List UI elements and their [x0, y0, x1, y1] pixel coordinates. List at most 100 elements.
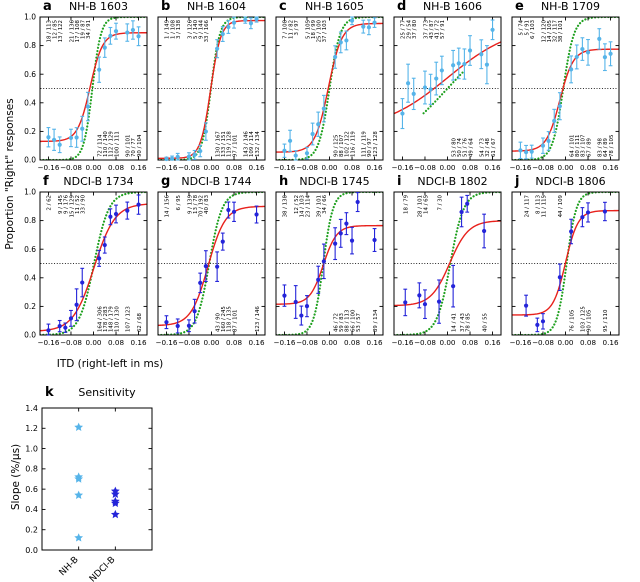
- data-point-group: 37 / 103: [321, 20, 328, 123]
- count-label: 5 / 140: [193, 19, 199, 39]
- x-tick-label: −0.16: [155, 163, 177, 172]
- data-point: [46, 135, 51, 140]
- count-label: 133 / 151: [221, 131, 227, 157]
- data-point-group: 102 / 122: [344, 30, 351, 157]
- count-label: 18 / 79: [404, 194, 410, 214]
- data-point-group: 14 / 41: [451, 264, 457, 332]
- count-label: 11 / 82: [288, 20, 294, 39]
- data-point: [459, 209, 464, 215]
- data-point-group: 78 / 105: [608, 41, 615, 157]
- count-label: 107 / 123: [126, 306, 132, 332]
- data-point: [282, 293, 287, 298]
- y-tick-label: 0.2: [24, 127, 36, 136]
- x-tick-label: −0.08: [414, 163, 436, 172]
- steep-fit-curve: [40, 192, 147, 335]
- count-label: 2 / 62: [47, 195, 53, 211]
- data-point-group: 14 / 105: [546, 20, 553, 151]
- data-point: [68, 316, 74, 321]
- count-label: 5 / 74: [519, 19, 525, 35]
- panel-title-i: NDCI-B 1802: [417, 175, 488, 188]
- data-point: [569, 229, 574, 234]
- data-point-group: 111 / 119: [361, 19, 368, 157]
- count-label: 17 / 108: [75, 19, 81, 42]
- count-label: 3 / 126: [187, 19, 193, 39]
- data-point: [585, 210, 591, 215]
- data-point-group: 38 / 101: [557, 20, 564, 121]
- count-label: 164 / 306: [97, 306, 103, 332]
- sigmoid-fit-curve: [276, 224, 383, 305]
- data-point: [57, 324, 62, 329]
- data-point-group: 41 / 72: [434, 20, 441, 96]
- count-label: 14 / 103: [300, 195, 306, 217]
- count-label: 1 / 108: [170, 19, 176, 39]
- panel-k: 0.0 0.2 0.4 0.6 0.8 1.0 1.2 1.4 NH-B NDCI-B: [25, 404, 153, 582]
- data-point-group: 14 / 103: [299, 195, 306, 326]
- count-label: 119 / 128: [227, 131, 233, 157]
- data-point: [51, 137, 57, 142]
- data-point-group: 3 / 138: [175, 19, 182, 161]
- data-point: [57, 142, 62, 147]
- data-point-group: 132 / 134: [254, 16, 261, 157]
- data-point: [125, 30, 130, 35]
- data-point: [585, 50, 591, 55]
- count-label: 54 / 73: [480, 138, 486, 157]
- data-point-group: 37 / 43: [459, 196, 466, 332]
- count-label: 59 / 83: [339, 313, 345, 332]
- data-point-group: 148 / 179: [108, 208, 115, 332]
- count-label: 41 / 72: [435, 20, 441, 39]
- data-point: [597, 36, 602, 41]
- y-tick-label: 0.4: [24, 98, 36, 107]
- data-point-group: 90 / 104: [136, 26, 143, 157]
- count-label: 123 / 128: [373, 131, 379, 157]
- count-label: 32 / 117: [553, 20, 559, 42]
- panel-title-k: Sensitivity: [78, 386, 136, 399]
- data-point: [540, 143, 546, 148]
- data-point: [293, 299, 298, 305]
- data-point: [186, 154, 192, 159]
- count-label: 9 / 176: [64, 194, 70, 214]
- count-label: 62 / 68: [137, 312, 143, 332]
- data-point-group: 123 / 128: [372, 17, 379, 157]
- data-point-group: 116 / 119: [349, 16, 356, 157]
- data-point: [46, 328, 51, 333]
- data-point: [136, 202, 141, 207]
- data-point-group: 29 / 54: [405, 19, 412, 103]
- count-label: 19 / 87: [81, 20, 87, 39]
- x-tick-label: 0.00: [439, 163, 455, 172]
- data-point: [434, 76, 439, 81]
- data-point: [304, 304, 310, 309]
- data-point-group: 24 / 117: [523, 195, 530, 317]
- data-point: [417, 293, 422, 298]
- count-label: 111 / 119: [362, 131, 368, 157]
- panel-e: −0.16 −0.08 0.00 0.08 0.16 5 / 74 5 / 91 6 / 10…: [509, 16, 620, 172]
- count-label: 110 / 130: [114, 306, 120, 332]
- panel-title-b: NH-B 1604: [186, 0, 247, 13]
- count-label: 15 / 129: [69, 194, 75, 217]
- sigmoid-fit-curve: [158, 205, 265, 327]
- panel-title-d: NH-B 1606: [422, 0, 483, 13]
- data-point-group: 18 / 79: [403, 194, 410, 317]
- count-label: 64 / 89: [603, 137, 609, 157]
- data-point-group: 72 / 114: [97, 56, 103, 157]
- axis-box: [41, 407, 153, 551]
- x-tick-label: −0.16: [273, 163, 295, 172]
- data-point: [400, 111, 405, 116]
- data-point: [215, 46, 220, 51]
- data-point: [80, 126, 85, 131]
- data-point: [299, 313, 304, 318]
- data-point-group: 1 / 149: [164, 19, 171, 162]
- data-point: [108, 214, 113, 219]
- data-point-group: 37 / 73: [422, 20, 429, 105]
- data-point-group: 13 / 122: [57, 20, 64, 154]
- sigmoid-fit-curve: [512, 48, 619, 152]
- data-point-group: 19 / 87: [80, 20, 87, 142]
- data-point-group: 83 / 107: [580, 37, 587, 157]
- data-point: [80, 280, 85, 285]
- steep-fit-curve: [276, 192, 383, 335]
- data-point-group: 28 / 101: [417, 195, 424, 309]
- panel-letter-k: k: [45, 385, 54, 400]
- data-point-group: 2 / 62: [46, 195, 53, 336]
